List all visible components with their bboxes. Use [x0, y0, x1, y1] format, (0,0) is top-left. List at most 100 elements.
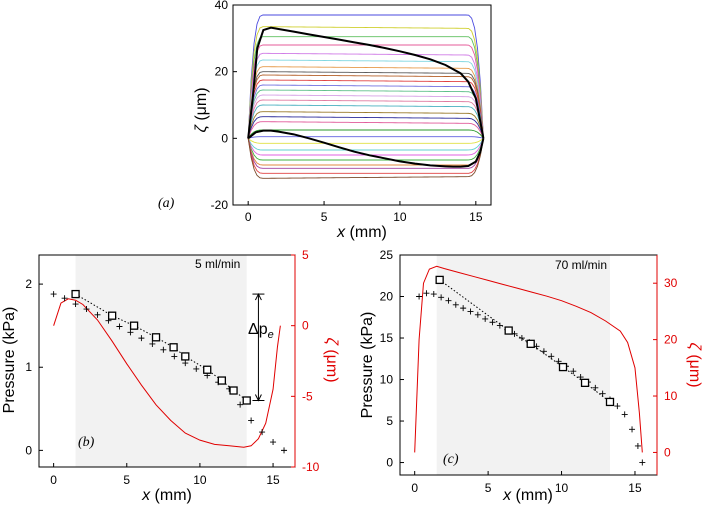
profile-line — [247, 99, 484, 139]
x-tick-label: 15 — [469, 210, 483, 224]
panel-b-x-ticks: 0 5 10 15 — [50, 463, 280, 487]
y-tick-label: 5 — [386, 414, 393, 428]
pressure-cross-point — [599, 390, 606, 397]
profile-line — [247, 138, 484, 151]
x-tick-label: 5 — [321, 210, 328, 224]
pressure-cross-point — [193, 365, 200, 372]
zeta-profile-line — [414, 265, 643, 453]
profile-line — [247, 84, 484, 139]
pressure-square-point — [558, 362, 568, 372]
pressure-cross-point — [94, 311, 101, 318]
pressure-cross-point — [634, 442, 641, 449]
y-tick-label: 25 — [380, 248, 394, 262]
profile-line — [247, 138, 484, 166]
panel-c-y-ticks: 0 5 10 15 20 25 — [380, 248, 404, 470]
y-tick-label: 20 — [380, 290, 394, 304]
pressure-square-point — [605, 397, 615, 407]
panel-b: 0 5 10 15 0 1 2 -10 -5 0 5 5 ml/min Δpe (b) x (m… — [1, 248, 340, 504]
panel-b-fit-line — [75, 293, 248, 401]
pressure-cross-point — [423, 290, 430, 297]
pressure-square-point — [242, 396, 251, 405]
panel-c-x-ticks: 0 5 10 15 — [411, 471, 642, 495]
y-tick-label: 0 — [302, 319, 309, 333]
y-tick-label: 10 — [380, 373, 394, 387]
x-tick-label: 0 — [411, 481, 418, 495]
pressure-cross-point — [416, 293, 423, 300]
panel-a-y-axis-label: ζ (μm) — [193, 87, 210, 132]
panel-c-label: (c) — [443, 452, 459, 467]
profile-line — [247, 52, 484, 139]
profile-line — [247, 129, 484, 139]
panel-a-highlight-profiles — [247, 26, 485, 168]
x-tick-label: 5 — [485, 481, 492, 495]
pressure-cross-point — [639, 459, 646, 466]
profile-line — [247, 36, 484, 139]
x-tick-label: 10 — [393, 210, 407, 224]
pressure-cross-point — [629, 426, 636, 433]
pressure-square-point — [169, 343, 178, 352]
pressure-cross-point — [259, 429, 266, 436]
y-tick-label: 0 — [221, 131, 228, 145]
y-tick-label: 2 — [25, 277, 32, 291]
pressure-cross-point — [540, 348, 547, 355]
pressure-cross-point — [467, 308, 474, 315]
panel-a-y-ticks: -20 0 20 40 — [211, 0, 237, 212]
pressure-cross-point — [496, 322, 503, 329]
pressure-cross-point — [474, 311, 481, 318]
profile-line — [247, 14, 484, 139]
profile-line — [247, 66, 484, 139]
pressure-square-point — [151, 333, 161, 342]
profile-line — [247, 94, 484, 139]
panel-c-zeta-profile — [414, 265, 643, 453]
pressure-cross-point — [237, 401, 244, 408]
pressure-cross-point — [160, 346, 167, 353]
pressure-cross-point — [452, 301, 459, 308]
pressure-cross-point — [482, 315, 489, 322]
panel-a-frame — [232, 4, 492, 206]
y-tick-label: 0 — [386, 456, 393, 470]
profile-line — [247, 116, 484, 139]
pressure-cross-point — [614, 403, 621, 410]
panel-c-fit-line — [439, 279, 611, 403]
y-tick-label: -20 — [211, 198, 229, 212]
dotted-fit-line — [75, 293, 248, 401]
panel-b-label: (b) — [78, 435, 95, 450]
panel-b-pressure-crosses — [50, 291, 288, 454]
y-tick-label: 20 — [215, 65, 229, 79]
panel-b-y-axis-label: Pressure (kPa) — [1, 307, 18, 414]
profile-line — [247, 138, 484, 156]
profile-line — [247, 111, 484, 139]
pressure-cross-point — [548, 353, 555, 360]
panel-c-x-axis-label: x (mm) — [502, 487, 553, 504]
y-tick-label: 0 — [25, 443, 32, 457]
delta-p-bottom-arrow — [254, 394, 262, 402]
pressure-cross-point — [438, 294, 445, 301]
panel-a-x-ticks: 0 5 10 15 — [245, 201, 483, 224]
pressure-cross-point — [460, 305, 467, 312]
pressure-cross-point — [138, 335, 145, 342]
pressure-square-point — [217, 376, 227, 385]
profile-line — [247, 137, 484, 144]
x-tick-label: 0 — [245, 210, 252, 224]
y-tick-label: 20 — [664, 333, 678, 347]
y-tick-label: -10 — [302, 460, 320, 474]
profile-line — [247, 79, 484, 139]
pressure-square-point — [107, 311, 117, 320]
y-tick-label: 30 — [664, 276, 678, 290]
pressure-cross-point — [518, 335, 525, 342]
panel-b-y2-ticks: -10 -5 0 5 — [291, 248, 320, 474]
dotted-fit-line — [439, 279, 611, 403]
pressure-cross-point — [281, 447, 288, 454]
profile-line — [247, 138, 484, 169]
pressure-cross-point — [445, 297, 452, 304]
profile-line — [247, 121, 484, 139]
panel-b-shade — [75, 255, 247, 467]
x-tick-label: 15 — [628, 481, 642, 495]
profile-line — [247, 89, 484, 139]
panel-a-profiles — [247, 14, 484, 179]
pressure-cross-point — [430, 291, 437, 298]
panel-b-x-axis-label: x (mm) — [141, 487, 192, 504]
panel-c-annotation: 70 ml/min — [555, 258, 607, 272]
